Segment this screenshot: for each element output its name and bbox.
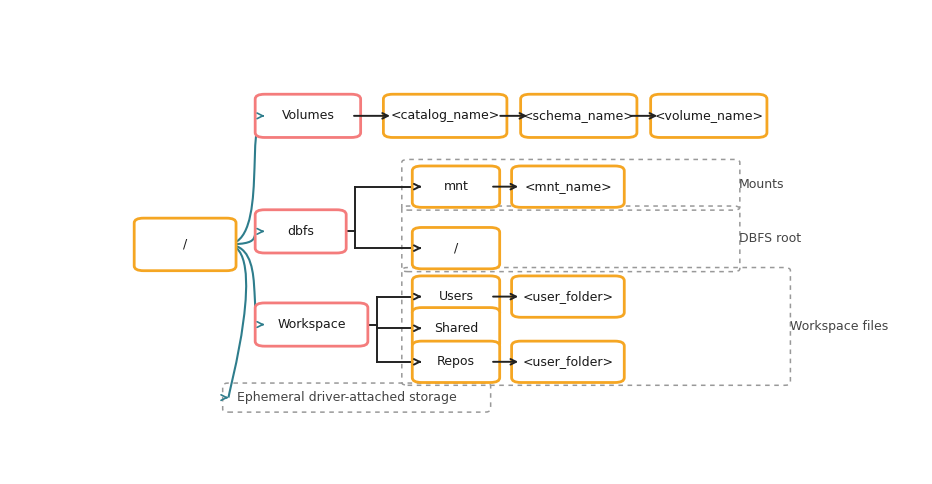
FancyBboxPatch shape <box>255 303 368 346</box>
Text: <mnt_name>: <mnt_name> <box>524 180 611 193</box>
Text: Workspace files: Workspace files <box>789 320 888 333</box>
FancyBboxPatch shape <box>412 341 500 382</box>
Text: mnt: mnt <box>444 180 469 193</box>
FancyBboxPatch shape <box>512 166 624 207</box>
Text: <volume_name>: <volume_name> <box>654 109 763 122</box>
Text: /: / <box>183 238 187 251</box>
FancyBboxPatch shape <box>412 166 500 207</box>
FancyBboxPatch shape <box>651 94 767 137</box>
FancyBboxPatch shape <box>255 210 346 253</box>
FancyBboxPatch shape <box>134 218 236 271</box>
FancyBboxPatch shape <box>412 227 500 269</box>
Text: Mounts: Mounts <box>739 178 785 191</box>
Text: Users: Users <box>438 290 473 303</box>
Text: <user_folder>: <user_folder> <box>523 355 613 368</box>
Text: Shared: Shared <box>434 322 478 335</box>
Text: /: / <box>454 242 459 255</box>
Text: <catalog_name>: <catalog_name> <box>391 109 500 122</box>
FancyBboxPatch shape <box>512 341 624 382</box>
Text: Volumes: Volumes <box>281 109 335 122</box>
Text: DBFS root: DBFS root <box>739 232 802 245</box>
FancyBboxPatch shape <box>255 94 361 137</box>
Text: Repos: Repos <box>437 355 475 368</box>
FancyBboxPatch shape <box>383 94 507 137</box>
Text: Ephemeral driver-attached storage: Ephemeral driver-attached storage <box>237 391 457 404</box>
FancyBboxPatch shape <box>412 276 500 318</box>
Text: Workspace: Workspace <box>278 318 346 331</box>
FancyBboxPatch shape <box>412 308 500 349</box>
Text: <user_folder>: <user_folder> <box>523 290 613 303</box>
Text: dbfs: dbfs <box>287 225 314 238</box>
FancyBboxPatch shape <box>521 94 637 137</box>
FancyBboxPatch shape <box>512 276 624 318</box>
Text: <schema_name>: <schema_name> <box>523 109 635 122</box>
